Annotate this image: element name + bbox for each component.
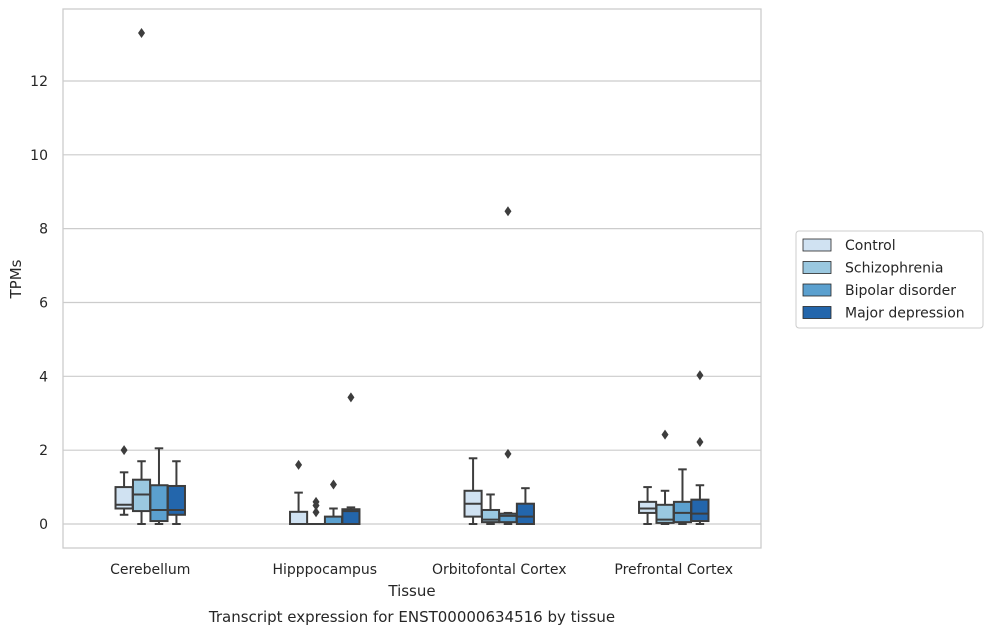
legend-label: Major depression	[845, 306, 965, 322]
legend-label: Schizophrenia	[845, 261, 943, 277]
y-tick-label: 4	[39, 369, 48, 385]
outlier-point	[347, 392, 355, 403]
y-tick-label: 10	[30, 148, 48, 164]
outlier-point	[504, 448, 512, 459]
box-body	[341, 508, 361, 526]
box-0-3	[166, 460, 186, 526]
x-tick-label: Prefrontal Cortex	[614, 562, 733, 578]
outlier-point	[120, 445, 128, 456]
box-0-1	[131, 27, 152, 526]
box-1-2	[323, 479, 344, 526]
box-1-1	[306, 496, 326, 526]
outlier-point	[138, 27, 146, 38]
box-body	[166, 484, 186, 516]
legend-item: Schizophrenia	[802, 261, 943, 277]
y-tick-label: 8	[39, 222, 48, 238]
outlier-point	[329, 479, 337, 490]
outlier-point	[295, 459, 303, 470]
plot-frame	[62, 8, 762, 549]
gridlines	[63, 80, 761, 525]
x-tick-label: Hipppocampus	[272, 562, 377, 578]
legend-swatch	[802, 306, 832, 319]
box-2-2	[498, 206, 518, 526]
box-body	[149, 484, 169, 523]
outlier-point	[661, 429, 669, 440]
box-body	[638, 500, 658, 514]
box-0-0	[114, 445, 134, 516]
box-1-3	[341, 392, 361, 526]
legend-swatch	[802, 261, 832, 274]
legend: Control Schizophrenia Bipolar disorder Majo…	[795, 230, 984, 329]
legend-swatch	[802, 238, 832, 252]
legend-item: Major depression	[802, 306, 965, 322]
box-3-2	[672, 468, 693, 526]
x-tick-label: Orbitofontal Cortex	[432, 562, 567, 578]
box-body	[289, 510, 309, 526]
box-body	[690, 498, 710, 523]
y-tick-label: 2	[39, 443, 48, 459]
outlier-point	[696, 370, 704, 381]
legend-item: Control	[802, 238, 896, 254]
legend-item: Bipolar disorder	[802, 283, 956, 299]
outlier-point	[312, 496, 320, 507]
y-axis-label: TPMs	[7, 259, 25, 299]
x-tick-label: Cerebellum	[110, 562, 190, 578]
box-body	[515, 502, 535, 526]
x-axis-label: Tissue	[387, 582, 435, 600]
box-plot-series	[114, 27, 710, 526]
y-tick-label: 0	[39, 517, 48, 533]
box-body	[323, 515, 344, 526]
legend-swatch	[802, 283, 832, 297]
legend-box	[795, 230, 984, 329]
box-3-0	[638, 486, 658, 526]
x-axis-ticks: Cerebellum Hipppocampus Orbitofontal Corte…	[110, 562, 733, 578]
y-tick-label: 6	[39, 295, 48, 311]
box-3-1	[655, 429, 675, 526]
box-2-0	[463, 457, 483, 526]
y-tick-label: 12	[30, 74, 48, 90]
y-axis-ticks: 0 2 4 6 8 10 12	[30, 74, 48, 533]
chart-title: Transcript expression for ENST0000063451…	[208, 608, 615, 626]
box-2-3	[515, 487, 535, 526]
box-0-2	[149, 447, 169, 526]
outlier-point	[312, 507, 320, 518]
box-2-1	[480, 493, 501, 526]
legend-label: Control	[845, 238, 896, 254]
outlier-point	[696, 437, 704, 448]
box-3-3	[690, 370, 710, 526]
box-1-0	[289, 459, 309, 526]
outlier-point	[504, 206, 512, 217]
legend-label: Bipolar disorder	[845, 283, 956, 299]
